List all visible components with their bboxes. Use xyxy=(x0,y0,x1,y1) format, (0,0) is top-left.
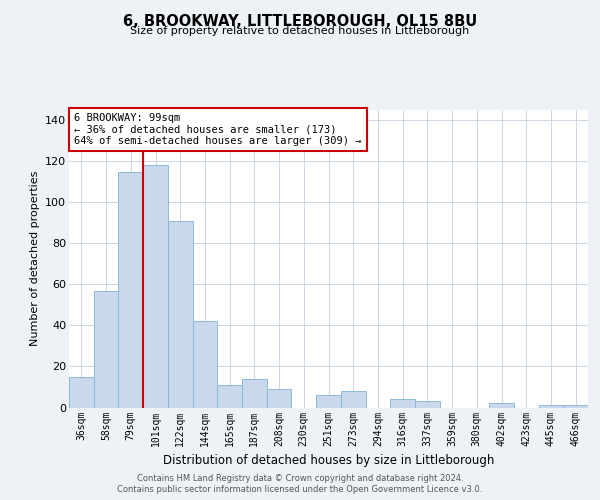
X-axis label: Distribution of detached houses by size in Littleborough: Distribution of detached houses by size … xyxy=(163,454,494,467)
Bar xyxy=(118,172,143,408)
Bar xyxy=(168,221,193,408)
Text: Size of property relative to detached houses in Littleborough: Size of property relative to detached ho… xyxy=(130,26,470,36)
Bar xyxy=(539,406,563,407)
Bar xyxy=(143,166,168,408)
Y-axis label: Number of detached properties: Number of detached properties xyxy=(29,171,40,346)
Bar xyxy=(489,404,514,407)
Bar xyxy=(69,376,94,408)
Bar xyxy=(242,379,267,408)
Text: 6, BROOKWAY, LITTLEBOROUGH, OL15 8BU: 6, BROOKWAY, LITTLEBOROUGH, OL15 8BU xyxy=(123,14,477,29)
Text: 6 BROOKWAY: 99sqm
← 36% of detached houses are smaller (173)
64% of semi-detache: 6 BROOKWAY: 99sqm ← 36% of detached hous… xyxy=(74,113,362,146)
Bar xyxy=(415,402,440,407)
Bar xyxy=(341,391,365,407)
Text: Contains HM Land Registry data © Crown copyright and database right 2024.
Contai: Contains HM Land Registry data © Crown c… xyxy=(118,474,482,494)
Bar xyxy=(193,322,217,408)
Bar xyxy=(390,400,415,407)
Bar xyxy=(217,385,242,407)
Bar xyxy=(94,290,118,408)
Bar xyxy=(267,389,292,407)
Bar xyxy=(316,395,341,407)
Bar xyxy=(563,406,588,407)
